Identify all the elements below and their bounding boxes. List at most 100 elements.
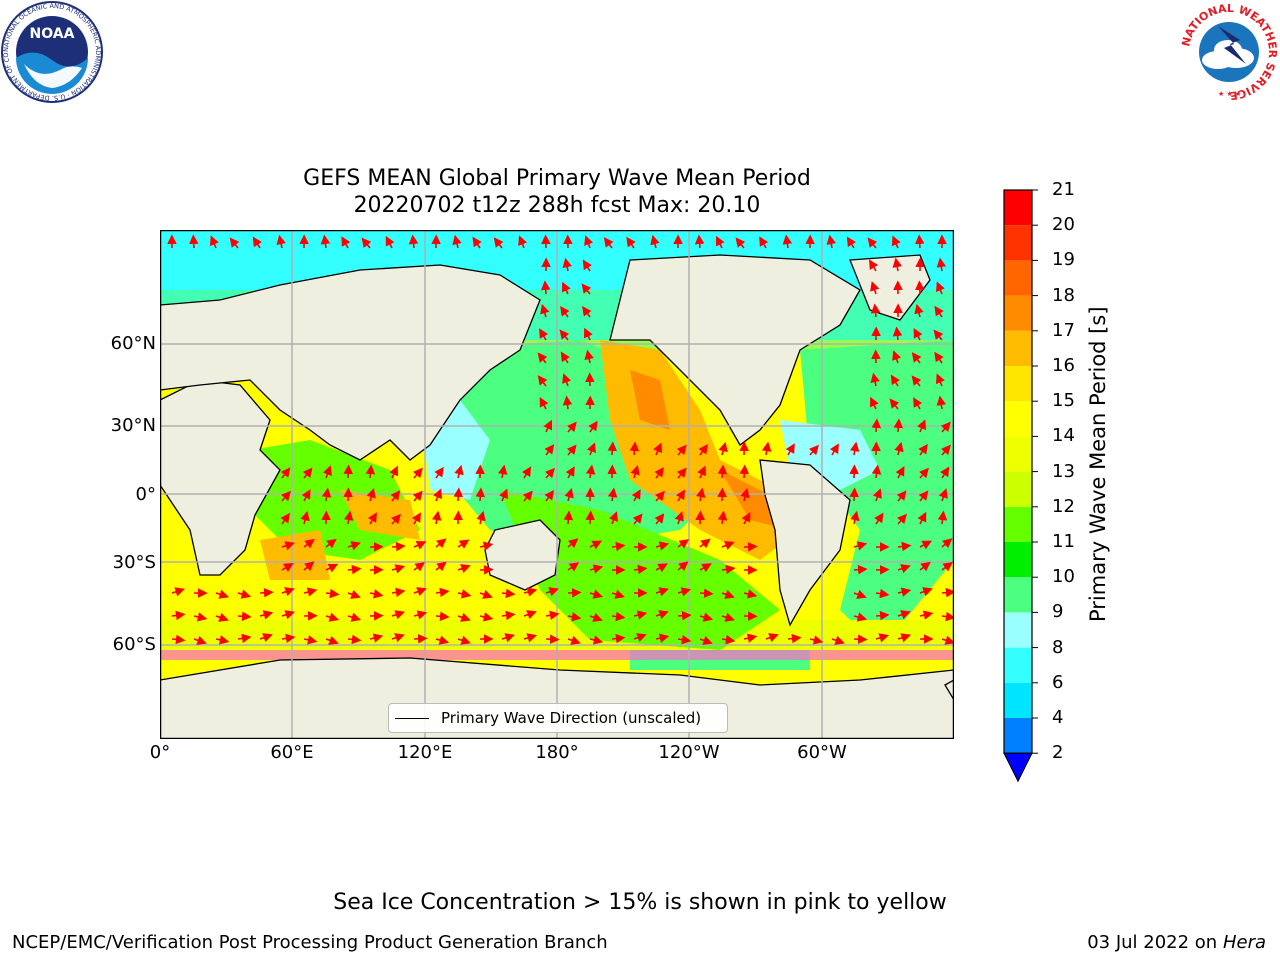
wave-direction-arrow: [869, 396, 879, 410]
wave-direction-arrow: [849, 487, 859, 502]
wave-direction-arrow: [897, 541, 912, 552]
wave-direction-arrow: [567, 562, 580, 572]
wave-direction-arrow: [390, 490, 401, 502]
wave-direction-arrow: [787, 633, 802, 644]
wave-direction-arrow: [389, 465, 399, 479]
nws-logo: NATIONAL WEATHER SERVICE ★ ★ ★: [1179, 2, 1279, 100]
wave-direction-arrow: [936, 281, 945, 295]
wave-direction-arrow: [259, 610, 274, 620]
colorbar-tick-label: 19: [1052, 249, 1075, 271]
wave-direction-arrow: [523, 610, 537, 620]
wave-direction-arrow: [522, 490, 533, 502]
wave-direction-arrow: [518, 235, 528, 249]
wave-direction-arrow: [567, 588, 582, 598]
wave-direction-arrow: [919, 467, 929, 479]
wave-direction-arrow: [501, 610, 516, 621]
wave-direction-arrow: [699, 588, 714, 599]
wave-direction-arrow: [853, 564, 868, 575]
wave-direction-arrow: [913, 327, 923, 341]
wave-direction-arrow: [539, 396, 549, 410]
wave-direction-arrow: [545, 610, 560, 621]
wave-direction-arrow: [785, 443, 795, 456]
colorbar-label: Primary Wave Mean Period [s]: [1086, 306, 1110, 622]
wave-direction-arrow: [941, 635, 954, 645]
wave-direction-arrow: [897, 610, 911, 620]
lon-label-180: 180°: [535, 742, 579, 763]
wave-direction-arrow: [215, 635, 230, 645]
wave-direction-arrow: [171, 587, 185, 597]
wave-direction-arrow: [654, 513, 665, 525]
colorbar-tick-label: 16: [1052, 355, 1075, 376]
wave-direction-arrow: [934, 305, 944, 318]
wave-direction-arrow: [611, 633, 626, 644]
colorbar-segment: [1004, 330, 1032, 366]
wave-direction-arrow: [567, 538, 579, 549]
wave-direction-arrow: [918, 443, 928, 456]
wave-direction-arrow: [937, 510, 948, 525]
wave-direction-arrow: [237, 633, 252, 644]
wave-direction-arrow: [457, 589, 472, 599]
wave-direction-arrow: [457, 612, 471, 622]
sea-ice-note: Sea Ice Concentration > 15% is shown in …: [333, 890, 947, 915]
wave-direction-arrow: [281, 541, 295, 551]
wave-direction-arrow: [633, 633, 647, 643]
wave-direction-arrow: [874, 512, 884, 525]
wave-direction-arrow: [831, 635, 845, 645]
wave-direction-arrow: [853, 541, 868, 551]
lon-label-60w: 60°W: [797, 742, 847, 763]
colorbar-segment: [1004, 260, 1032, 296]
wave-direction-arrow: [892, 257, 902, 272]
wave-direction-arrow: [911, 375, 922, 387]
wave-direction-arrow: [871, 464, 882, 479]
wave-direction-arrow: [677, 587, 692, 597]
wave-direction-arrow: [582, 259, 592, 272]
wave-direction-arrow: [523, 587, 538, 597]
lat-label-60n: 60°N: [110, 333, 156, 354]
wave-direction-arrow: [391, 610, 405, 620]
wave-direction-arrow: [413, 633, 428, 644]
wave-direction-arrow: [826, 234, 836, 249]
wave-direction-arrow: [891, 235, 901, 249]
legend-label: Primary Wave Direction (unscaled): [441, 709, 702, 727]
colorbar-tick-label: 15: [1052, 390, 1075, 412]
footer-credit: NCEP/EMC/Verification Post Processing Pr…: [12, 932, 608, 953]
wave-direction-arrow: [413, 540, 427, 550]
chart-subtitle: 20220702 t12z 288h fcst Max: 20.10: [353, 193, 761, 218]
wave-direction-arrow: [655, 633, 670, 643]
colorbar-tick-label: 2: [1052, 742, 1064, 764]
wave-direction-arrow: [457, 564, 471, 574]
wave-direction-arrow: [472, 236, 482, 249]
wave-direction-arrow: [540, 280, 551, 295]
wave-direction-arrow: [412, 467, 423, 479]
wave-direction-arrow: [933, 329, 944, 341]
wave-direction-arrow: [581, 283, 592, 295]
lon-label-0: 0°: [149, 742, 171, 763]
lat-label-0: 0°: [135, 484, 156, 505]
colorbar-segment: [1004, 506, 1032, 542]
wave-direction-arrow: [846, 236, 856, 249]
wave-direction-arrow: [259, 587, 274, 598]
colorbar-tick-label: 13: [1052, 460, 1075, 482]
wave-direction-arrow: [626, 236, 636, 249]
wave-direction-arrow: [479, 565, 494, 575]
colorbar-tick-label: 11: [1052, 531, 1075, 552]
wave-direction-arrow: [897, 587, 912, 597]
wave-direction-arrow: [325, 612, 340, 622]
wave-direction-arrow: [675, 489, 686, 502]
wave-direction-arrow: [677, 561, 689, 572]
wave-direction-arrow: [408, 234, 419, 249]
wave-direction-arrow: [501, 633, 515, 643]
wave-direction-arrow: [171, 610, 186, 621]
wave-direction-arrow: [699, 563, 712, 573]
wave-direction-arrow: [875, 633, 890, 643]
wave-direction-arrow: [894, 441, 904, 456]
wave-direction-arrow: [347, 612, 362, 622]
wave-direction-arrow: [325, 588, 340, 599]
wave-direction-arrow: [611, 589, 625, 599]
wave-direction-arrow: [696, 487, 706, 502]
wave-direction-arrow: [589, 564, 604, 574]
wave-direction-arrow: [280, 512, 290, 525]
wave-direction-arrow: [325, 635, 339, 645]
colorbar-tick-label: 9: [1052, 601, 1064, 623]
wave-direction-arrow: [715, 235, 725, 249]
